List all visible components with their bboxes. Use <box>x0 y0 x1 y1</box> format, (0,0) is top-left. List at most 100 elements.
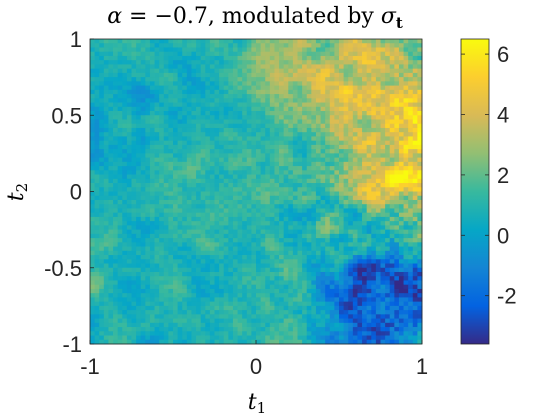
heatmap-cell <box>311 157 317 163</box>
heatmap-cell <box>398 314 404 319</box>
heatmap-cell <box>237 216 243 222</box>
heatmap-cell <box>375 293 381 298</box>
heatmap-cell <box>232 233 238 239</box>
heatmap-cell <box>366 297 372 303</box>
heatmap-cell <box>366 153 372 159</box>
heatmap-cell <box>94 64 100 70</box>
heatmap-cell <box>99 271 105 277</box>
heatmap-cell <box>408 229 414 235</box>
heatmap-cell <box>398 43 404 48</box>
heatmap-cell <box>145 140 151 146</box>
heatmap-cell <box>136 238 142 243</box>
heatmap-cell <box>214 212 220 218</box>
heatmap-cell <box>246 85 252 91</box>
heatmap-cell <box>131 174 137 180</box>
heatmap-cell <box>389 161 395 167</box>
heatmap-cell <box>108 170 114 175</box>
heatmap-cell <box>108 157 114 163</box>
heatmap-cell <box>385 68 391 74</box>
heatmap-cell <box>177 115 183 120</box>
heatmap-cell <box>256 51 262 57</box>
heatmap-cell <box>398 271 404 277</box>
heatmap-cell <box>177 123 183 129</box>
heatmap-cell <box>214 89 220 95</box>
heatmap-cell <box>149 305 155 311</box>
heatmap-cell <box>394 55 400 61</box>
heatmap-cell <box>398 178 404 184</box>
heatmap-cell <box>219 132 225 137</box>
heatmap-cell <box>228 127 234 133</box>
heatmap-cell <box>269 157 275 163</box>
heatmap-cell <box>154 39 160 44</box>
heatmap-cell <box>186 106 192 112</box>
heatmap-cell <box>398 221 404 226</box>
heatmap-cell <box>343 47 349 53</box>
heatmap-cell <box>408 216 414 222</box>
heatmap-cell <box>412 144 418 150</box>
heatmap-cell <box>90 238 96 243</box>
heatmap-cell <box>339 144 345 150</box>
heatmap-cell <box>246 284 252 290</box>
heatmap-cell <box>205 149 211 154</box>
heatmap-cell <box>352 318 358 324</box>
heatmap-cell <box>163 212 169 218</box>
heatmap-cell <box>302 144 308 150</box>
heatmap-cell <box>113 187 119 192</box>
heatmap-cell <box>131 310 137 315</box>
heatmap-cell <box>403 170 409 175</box>
heatmap-cell <box>329 199 335 205</box>
heatmap-cell <box>99 250 105 256</box>
heatmap-cell <box>325 242 331 247</box>
heatmap-cell <box>412 284 418 290</box>
heatmap-cell <box>403 318 409 324</box>
heatmap-cell <box>122 229 128 235</box>
heatmap-cell <box>288 140 294 146</box>
heatmap-cell <box>339 178 345 184</box>
heatmap-cell <box>232 127 238 133</box>
heatmap-cell <box>279 284 285 290</box>
heatmap-cell <box>191 43 197 48</box>
heatmap-cell <box>186 271 192 277</box>
heatmap-cell <box>306 263 312 269</box>
heatmap-cell <box>357 166 363 171</box>
heatmap-cell <box>219 293 225 298</box>
heatmap-cell <box>122 216 128 222</box>
heatmap-cell <box>311 123 317 129</box>
heatmap-cell <box>302 157 308 163</box>
heatmap-cell <box>311 166 317 171</box>
heatmap-cell <box>302 229 308 235</box>
heatmap-cell <box>122 293 128 298</box>
heatmap-cell <box>159 98 165 103</box>
heatmap-cell <box>168 183 174 188</box>
heatmap-cell <box>251 77 257 82</box>
heatmap-cell <box>145 68 151 74</box>
heatmap-cell <box>90 136 96 142</box>
heatmap-cell <box>145 208 151 214</box>
heatmap-cell <box>136 85 142 91</box>
heatmap-cell <box>168 305 174 311</box>
heatmap-cell <box>325 72 331 78</box>
heatmap-cell <box>99 106 105 112</box>
heatmap-cell <box>375 216 381 222</box>
heatmap-cell <box>122 250 128 256</box>
heatmap-cell <box>408 276 414 281</box>
heatmap-cell <box>403 94 409 99</box>
heatmap-cell <box>403 115 409 120</box>
heatmap-cell <box>371 119 377 125</box>
heatmap-cell <box>219 233 225 239</box>
heatmap-cell <box>219 166 225 171</box>
heatmap-cell <box>394 187 400 192</box>
heatmap-cell <box>292 51 298 57</box>
heatmap-cell <box>274 204 280 209</box>
heatmap-cell <box>223 170 229 175</box>
heatmap-cell <box>191 89 197 95</box>
heatmap-cell <box>371 149 377 154</box>
heatmap-cell <box>343 187 349 192</box>
heatmap-cell <box>306 98 312 103</box>
heatmap-cell <box>159 77 165 82</box>
heatmap-cell <box>149 208 155 214</box>
heatmap-cell <box>228 119 234 125</box>
heatmap-cell <box>186 204 192 209</box>
heatmap-cell <box>246 293 252 298</box>
heatmap-cell <box>362 318 368 324</box>
